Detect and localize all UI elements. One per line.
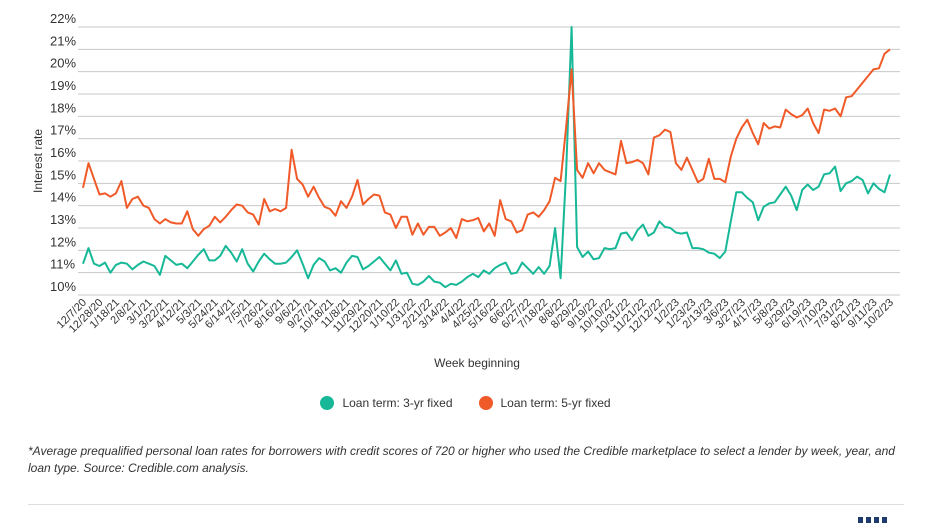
y-tick-label: 11% bbox=[50, 257, 75, 272]
legend: Loan term: 3-yr fixed Loan term: 5-yr fi… bbox=[0, 396, 931, 410]
series-5yr-line bbox=[82, 48, 891, 239]
brand-logo-icon bbox=[858, 517, 892, 523]
y-tick-label: 14% bbox=[50, 190, 76, 205]
y-tick-label: 21% bbox=[50, 33, 76, 48]
y-tick-label: 17% bbox=[50, 123, 76, 138]
legend-5yr-label: Loan term: 5-yr fixed bbox=[500, 396, 611, 410]
y-tick-label: 22% bbox=[50, 11, 76, 26]
line-chart: 10%11%12%13%14%15%16%17%18%19%20%21%22% … bbox=[31, 11, 900, 370]
series-3yr-line bbox=[82, 26, 891, 289]
x-axis-title: Week beginning bbox=[434, 356, 520, 370]
y-axis-title: Interest rate bbox=[31, 129, 45, 193]
legend-item-5yr[interactable]: Loan term: 5-yr fixed bbox=[478, 396, 611, 410]
y-tick-label: 16% bbox=[50, 145, 76, 160]
y-tick-label: 13% bbox=[50, 212, 76, 227]
footnote: *Average prequalified personal loan rate… bbox=[28, 444, 895, 475]
legend-3yr-marker-icon bbox=[320, 396, 335, 410]
y-tick-label: 18% bbox=[50, 100, 76, 115]
y-tick-label: 15% bbox=[50, 167, 76, 182]
y-tick-label: 12% bbox=[50, 234, 76, 249]
y-tick-label: 19% bbox=[50, 78, 76, 93]
legend-3yr-label: Loan term: 3-yr fixed bbox=[342, 396, 453, 410]
legend-item-3yr[interactable]: Loan term: 3-yr fixed bbox=[320, 396, 453, 410]
legend-5yr-marker-icon bbox=[478, 396, 493, 410]
divider bbox=[28, 504, 904, 505]
y-tick-label: 10% bbox=[50, 279, 76, 294]
y-tick-label: 20% bbox=[50, 56, 76, 71]
